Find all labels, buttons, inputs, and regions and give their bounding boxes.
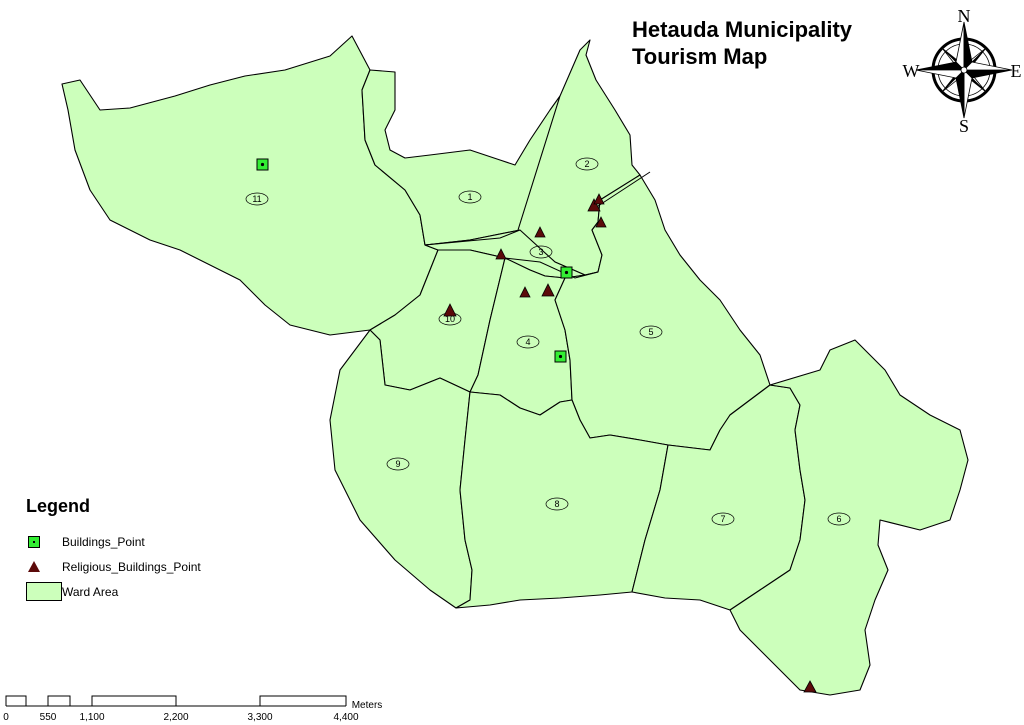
religious-point[interactable]: [519, 286, 531, 298]
ward-1-area[interactable]: [361, 69, 561, 246]
north-arrow-compass: N S E W: [903, 6, 1022, 136]
ward-label-5: 5: [639, 325, 663, 339]
compass-east-label: E: [1011, 61, 1022, 81]
ward-label-9: 9: [386, 457, 410, 471]
compass-north-label: N: [958, 6, 971, 26]
religious-point[interactable]: [541, 283, 555, 297]
ward-label-1: 1: [458, 190, 482, 204]
compass-west-label: W: [903, 61, 920, 81]
building-square-icon: [28, 535, 40, 548]
scale-tick-1100: 1,100: [79, 712, 104, 723]
legend-label-buildings: Buildings_Point: [62, 534, 145, 549]
ward-label-2: 2: [575, 157, 599, 171]
ward-label-3: 3: [529, 245, 553, 259]
religious-point[interactable]: [595, 216, 607, 228]
svg-text:6: 6: [836, 514, 841, 524]
legend-item-ward-area: Ward Area: [26, 579, 201, 604]
road-central: [504, 257, 599, 279]
svg-text:5: 5: [648, 327, 653, 337]
svg-text:11: 11: [252, 194, 261, 204]
ward-labels: 11 1 2 3 10 4 5 9 8 7 6: [245, 157, 851, 526]
legend: Legend Buildings_Point Religious_Buildin…: [26, 496, 201, 604]
scale-bar: 0 550 1,100 2,200 3,300 4,400 Meters: [3, 695, 383, 723]
legend-item-religious: Religious_Buildings_Point: [26, 554, 201, 579]
legend-title: Legend: [26, 496, 91, 516]
religious-point[interactable]: [443, 303, 457, 317]
scale-unit: Meters: [352, 700, 383, 711]
svg-text:3: 3: [538, 247, 543, 257]
legend-label-ward-area: Ward Area: [62, 584, 119, 599]
legend-item-buildings: Buildings_Point: [26, 529, 201, 554]
ward-6-area[interactable]: [729, 339, 969, 696]
religious-point[interactable]: [587, 198, 601, 212]
scale-tick-4400: 4,400: [333, 712, 358, 723]
building-point[interactable]: [256, 158, 269, 171]
buildings-points: [256, 158, 573, 363]
map-title: Hetauda Municipality Tourism Map: [632, 16, 852, 70]
map-title-line1: Hetauda Municipality: [632, 17, 853, 42]
ward-label-6: 6: [827, 512, 851, 526]
scale-tick-550: 550: [40, 712, 57, 723]
svg-text:8: 8: [554, 499, 559, 509]
svg-text:7: 7: [720, 514, 725, 524]
svg-text:9: 9: [395, 459, 400, 469]
svg-text:1: 1: [467, 192, 472, 202]
roads: [424, 171, 651, 279]
religious-point[interactable]: [803, 680, 817, 693]
ward-label-7: 7: [711, 512, 735, 526]
ward-label-4: 4: [516, 335, 540, 349]
ward-area-swatch-icon: [26, 582, 62, 601]
scale-tick-0: 0: [3, 712, 9, 723]
road-north-east: [594, 171, 651, 209]
ward-label-11: 11: [245, 192, 269, 206]
scale-tick-3300: 3,300: [247, 712, 272, 723]
svg-text:10: 10: [445, 314, 455, 324]
road-west: [424, 229, 521, 246]
map-title-line2: Tourism Map: [632, 44, 768, 69]
religious-point[interactable]: [593, 193, 605, 205]
scale-tick-2200: 2,200: [163, 712, 188, 723]
ward-label-8: 8: [545, 497, 569, 511]
religious-point[interactable]: [495, 248, 507, 260]
compass-rose-icon: [915, 21, 1013, 119]
religious-buildings-points: [443, 193, 817, 693]
svg-text:2: 2: [584, 159, 589, 169]
legend-label-religious: Religious_Buildings_Point: [62, 559, 201, 574]
religious-triangle-icon: [28, 561, 40, 572]
ward-areas: [61, 35, 969, 696]
religious-point[interactable]: [534, 226, 546, 238]
building-point[interactable]: [554, 350, 567, 363]
compass-south-label: S: [959, 116, 969, 136]
building-point[interactable]: [560, 266, 573, 279]
svg-text:4: 4: [525, 337, 530, 347]
